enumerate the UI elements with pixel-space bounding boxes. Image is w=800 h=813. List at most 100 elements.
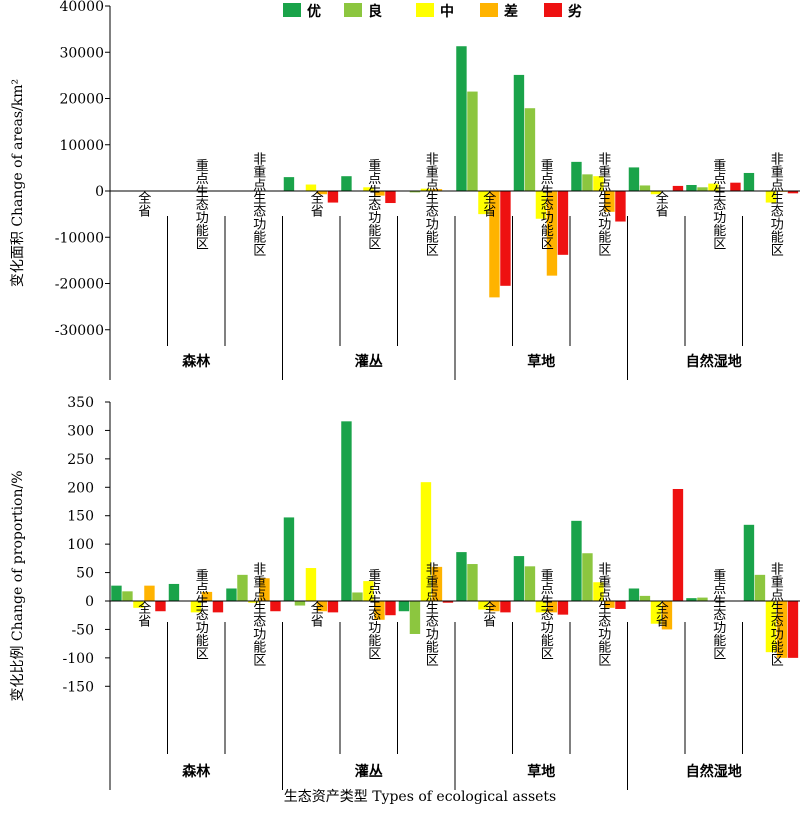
bar-1-s0-c3 xyxy=(283,517,295,601)
category-label-1-6: 全省 xyxy=(480,600,496,627)
bar-0-s3-c5 xyxy=(431,189,443,191)
bar-1-s0-c10 xyxy=(686,598,697,601)
category-label-1-8: 非重点生态功能区 xyxy=(595,562,611,666)
bar-1-s0-c7 xyxy=(513,556,525,601)
bar-1-s4-c3 xyxy=(327,601,339,613)
bar-0-s0-c9 xyxy=(628,167,640,191)
bar-1-s2-c8 xyxy=(593,582,604,601)
bar-0-s4-c6 xyxy=(500,191,511,286)
bar-1-s1-c10 xyxy=(697,597,708,601)
y-tick-label-1-4: 150 xyxy=(67,509,94,525)
category-label-1-4: 重点生态功能区 xyxy=(365,568,381,660)
bar-0-s2-c7 xyxy=(535,191,547,219)
bar-1-s2-c2 xyxy=(248,601,259,603)
category-label-0-3: 全省 xyxy=(308,190,324,217)
bar-0-s1-c8 xyxy=(582,174,593,191)
bar-0-s4-c8 xyxy=(615,191,626,222)
legend-swatch-3 xyxy=(480,3,498,17)
bar-1-s1-c2 xyxy=(237,574,248,601)
bar-0-s3-c4 xyxy=(374,191,385,196)
bar-1-s0-c8 xyxy=(571,520,582,601)
category-label-1-1: 重点生态功能区 xyxy=(193,568,209,660)
y-tick-label-1-8: -50 xyxy=(71,622,94,638)
bar-1-s3-c1 xyxy=(201,591,213,601)
bar-1-s4-c8 xyxy=(615,601,626,609)
bar-0-s0-c3 xyxy=(283,177,295,191)
bar-0-s0-c4 xyxy=(341,176,352,191)
category-label-0-7: 重点生态功能区 xyxy=(538,158,554,250)
group-label-0-3: 自然湿地 xyxy=(686,353,742,370)
y-tick-label-1-7: 0 xyxy=(85,594,94,610)
bar-1-s4-c0 xyxy=(155,601,166,612)
bar-0-s2-c4 xyxy=(363,187,374,191)
group-label-1-1: 灌丛 xyxy=(355,763,383,780)
y-tick-label-1-5: 100 xyxy=(67,537,94,553)
y-tick-label-1-0: 350 xyxy=(67,395,94,411)
y-tick-label-1-6: 50 xyxy=(76,566,94,582)
bar-1-s2-c4 xyxy=(363,581,374,601)
y-tick-label-0-4: 0 xyxy=(95,184,104,200)
category-label-0-6: 全省 xyxy=(480,190,496,217)
bar-1-s0-c4 xyxy=(341,421,352,601)
category-label-1-9: 全省 xyxy=(653,600,669,627)
bar-1-s1-c8 xyxy=(582,553,593,601)
group-label-1-3: 自然湿地 xyxy=(686,763,742,780)
bar-1-s1-c3 xyxy=(294,601,306,606)
bar-1-s3-c8 xyxy=(604,601,615,608)
bar-0-s0-c8 xyxy=(571,161,582,191)
bar-0-s0-c11 xyxy=(743,172,755,191)
bar-0-s2-c6 xyxy=(478,191,489,215)
bar-1-s4-c9 xyxy=(672,488,684,601)
bar-1-s2-c11 xyxy=(765,601,777,653)
category-label-0-9: 全省 xyxy=(653,190,669,217)
category-label-0-0: 全省 xyxy=(135,190,151,217)
bar-1-s1-c4 xyxy=(352,592,363,601)
group-label-0-0: 森林 xyxy=(182,353,210,370)
bar-1-s3-c6 xyxy=(489,601,500,612)
category-label-0-2: 非重点生态功能区 xyxy=(250,152,266,256)
bar-1-s3-c2 xyxy=(259,578,270,601)
legend-swatch-1 xyxy=(344,3,362,17)
legend-label-0: 优 xyxy=(307,3,321,20)
bar-0-s4-c4 xyxy=(385,191,396,204)
bar-1-s2-c1 xyxy=(190,601,202,613)
bar-0-s2-c11 xyxy=(765,191,777,203)
bar-0-s3-c7 xyxy=(546,191,558,276)
bar-0-s3-c6 xyxy=(489,191,500,298)
bar-1-s2-c5 xyxy=(420,482,432,601)
bar-0-s2-c5 xyxy=(420,188,432,191)
bar-1-s4-c7 xyxy=(557,601,569,615)
bar-0-s1-c5 xyxy=(409,191,421,193)
bar-1-s0-c11 xyxy=(743,524,755,601)
category-label-1-2: 非重点生态功能区 xyxy=(250,562,266,666)
bar-1-s2-c9 xyxy=(650,601,662,624)
legend-label-2: 中 xyxy=(440,3,454,20)
bar-1-s1-c5 xyxy=(409,601,421,634)
y-tick-label-1-1: 300 xyxy=(67,423,94,439)
bar-1-s0-c9 xyxy=(628,588,640,601)
y-tick-label-0-5: -10000 xyxy=(55,230,104,246)
category-label-1-0: 全省 xyxy=(135,600,151,627)
legend-swatch-4 xyxy=(544,3,562,17)
bar-1-s3-c0 xyxy=(144,585,155,601)
y-axis-title-0: 变化面积 Change of areas/km² xyxy=(10,79,26,287)
y-tick-label-1-2: 250 xyxy=(67,452,94,468)
bar-0-s2-c9 xyxy=(650,191,662,195)
bar-1-s4-c1 xyxy=(212,601,224,613)
bar-0-s0-c6 xyxy=(456,46,467,191)
bar-1-s1-c7 xyxy=(524,566,536,601)
category-label-1-10: 重点生态功能区 xyxy=(710,568,726,660)
bar-1-s3-c9 xyxy=(661,601,673,630)
legend-swatch-0 xyxy=(283,3,301,17)
bar-1-s2-c0 xyxy=(133,601,144,608)
y-tick-label-0-7: -30000 xyxy=(55,323,104,339)
group-label-1-2: 草地 xyxy=(527,763,555,780)
group-label-1-0: 森林 xyxy=(182,763,210,780)
bar-0-s4-c10 xyxy=(730,182,741,191)
y-tick-label-0-3: 10000 xyxy=(59,138,104,154)
bar-0-s4-c9 xyxy=(672,185,684,191)
bar-1-s4-c4 xyxy=(385,601,396,616)
category-label-0-1: 重点生态功能区 xyxy=(193,158,209,250)
